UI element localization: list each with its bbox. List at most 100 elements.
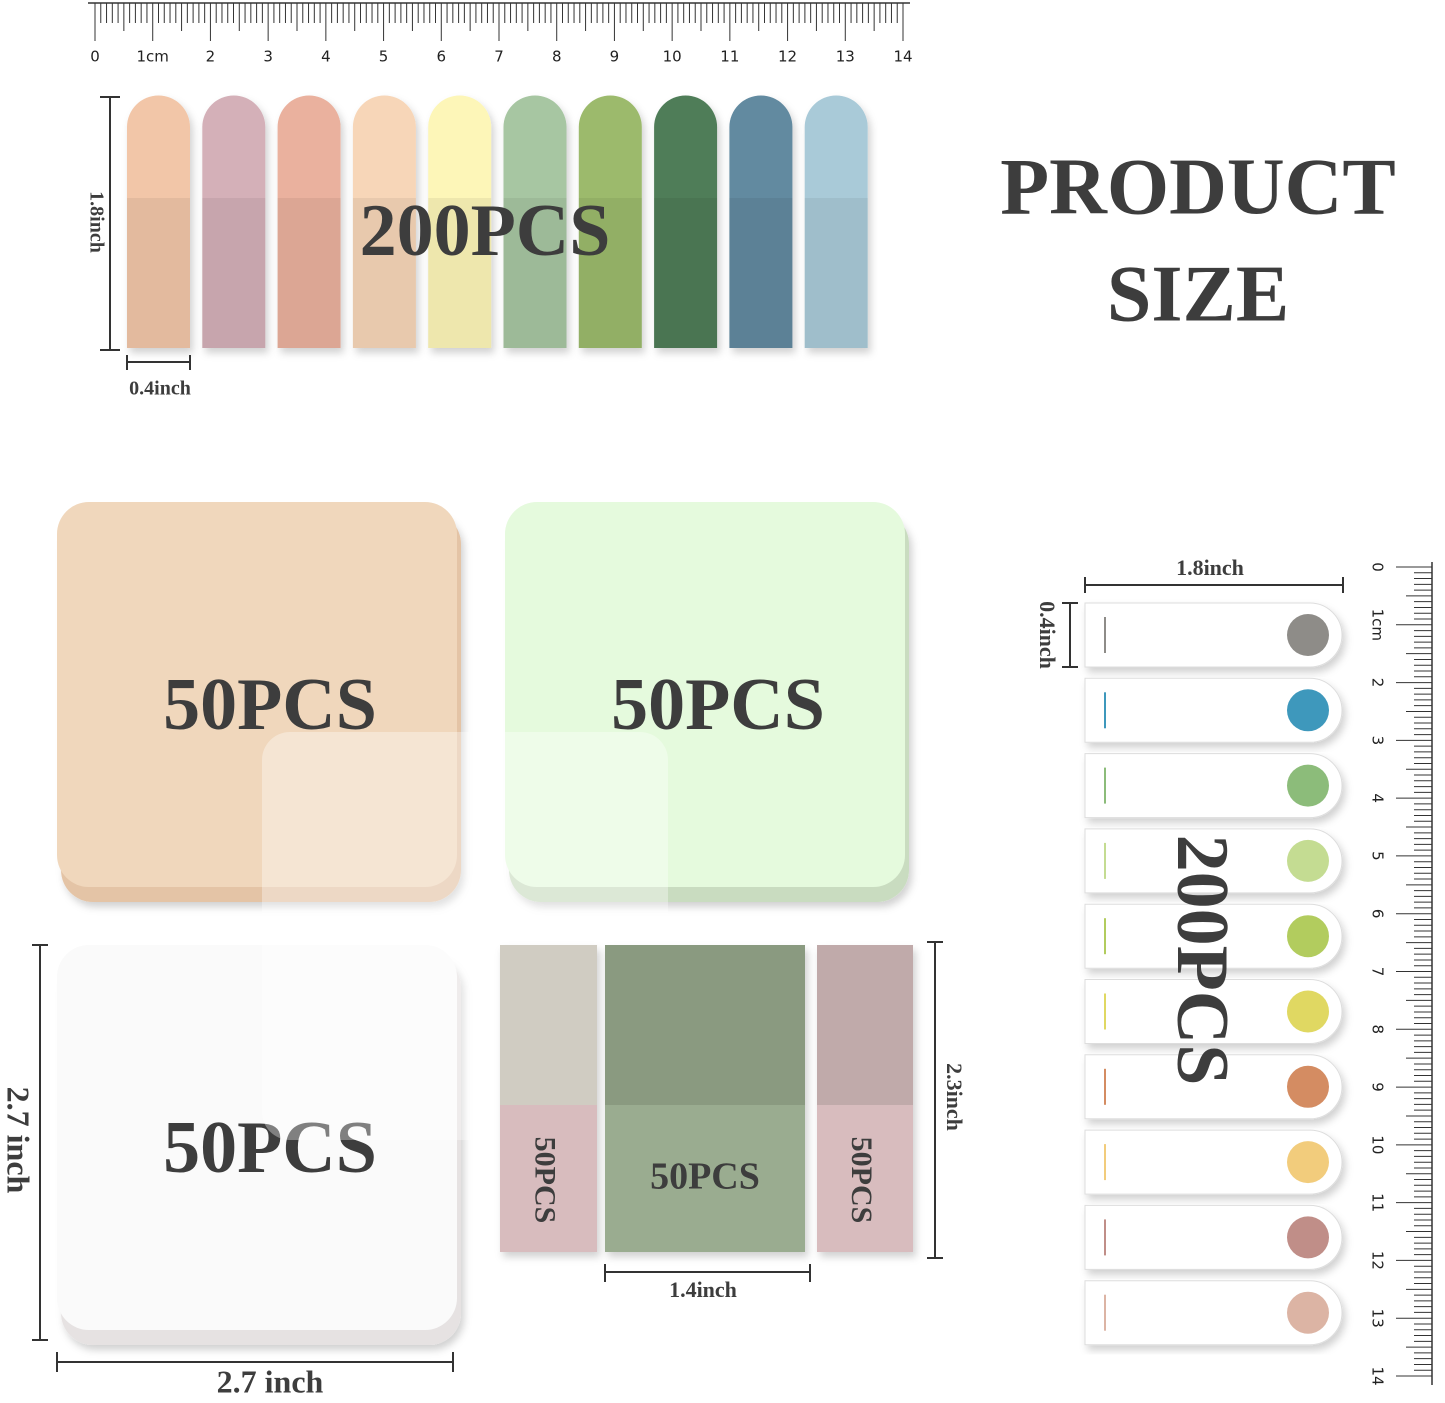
index-flag-dot bbox=[1287, 1141, 1329, 1184]
ruler-label: 10 bbox=[663, 48, 682, 66]
ruler-label: 12 bbox=[778, 48, 797, 66]
index-flag bbox=[1084, 1204, 1343, 1270]
strip-flag bbox=[804, 95, 868, 349]
ruler-label: 5 bbox=[1369, 851, 1387, 861]
strip-flag-base bbox=[804, 198, 868, 348]
page-marker-top bbox=[605, 945, 805, 1105]
strip-flag-base bbox=[578, 198, 642, 348]
ruler-label: 7 bbox=[1369, 967, 1387, 977]
ruler-label: 8 bbox=[552, 48, 562, 66]
dimension-label: 2.7 inch bbox=[217, 1363, 324, 1399]
ruler-label: 4 bbox=[321, 48, 331, 66]
ruler-label: 13 bbox=[836, 48, 855, 66]
index-flag-dot bbox=[1287, 915, 1329, 958]
heading: SIZE bbox=[1107, 250, 1289, 338]
index-flag bbox=[1084, 753, 1343, 819]
dimension-label: 1.4inch bbox=[669, 1277, 737, 1302]
ruler-label: 3 bbox=[1369, 736, 1387, 746]
dimension-line bbox=[100, 96, 120, 351]
strip-flag bbox=[352, 95, 416, 349]
index-flag bbox=[1084, 828, 1343, 894]
sticky-note bbox=[57, 945, 457, 1330]
index-flag-dot bbox=[1287, 764, 1329, 807]
count-label: 200PCS bbox=[360, 190, 611, 272]
dimension-line bbox=[1084, 577, 1344, 593]
index-flag bbox=[1084, 677, 1343, 743]
dimension-label: 2.7 inch bbox=[1, 1087, 37, 1194]
dimension-line bbox=[1062, 602, 1078, 668]
ruler-label: 0 bbox=[90, 48, 100, 66]
index-flag bbox=[1084, 602, 1343, 668]
page-marker-top bbox=[817, 945, 913, 1105]
index-flag-dot bbox=[1287, 990, 1329, 1033]
dimension-label: 1.8inch bbox=[85, 191, 107, 253]
dimension-label: 0.4inch bbox=[129, 378, 191, 400]
ruler-label: 4 bbox=[1369, 793, 1387, 803]
index-flag-dot bbox=[1287, 689, 1329, 732]
count-label: 50PCS bbox=[163, 1107, 377, 1189]
ruler-label: 6 bbox=[437, 48, 447, 66]
strip-flag-base bbox=[729, 198, 793, 348]
index-flag-dot bbox=[1287, 839, 1329, 882]
strip-flag bbox=[277, 95, 341, 349]
dimension-line bbox=[32, 944, 48, 1341]
strip-flag-base bbox=[352, 198, 416, 348]
dimension-label: 1.8inch bbox=[1176, 555, 1244, 580]
strip-flag-base bbox=[654, 198, 718, 348]
sticky-note bbox=[505, 502, 905, 887]
count-label: 50PCS bbox=[529, 1137, 562, 1224]
ruler-label: 9 bbox=[1369, 1082, 1387, 1092]
ruler-label: 2 bbox=[1369, 678, 1387, 688]
strip-flag bbox=[654, 95, 718, 349]
strip-flag bbox=[428, 95, 492, 349]
strip-flag bbox=[503, 95, 567, 349]
strip-flag-base bbox=[428, 198, 492, 348]
dimension-label: 2.3inch bbox=[942, 1063, 967, 1131]
index-flag bbox=[1084, 1280, 1343, 1346]
count-label: 50PCS bbox=[611, 664, 825, 746]
ruler-label: 8 bbox=[1369, 1025, 1387, 1035]
ruler-label: 2 bbox=[206, 48, 216, 66]
ruler-label: 11 bbox=[1369, 1193, 1387, 1212]
dimension-line bbox=[126, 355, 191, 370]
dimension-line bbox=[56, 1352, 454, 1372]
count-label: 200PCS bbox=[1161, 835, 1243, 1086]
strip-flag bbox=[202, 95, 266, 348]
ruler-label: 9 bbox=[610, 48, 620, 66]
strip-flag-base bbox=[127, 198, 190, 348]
strip-flag-base bbox=[202, 198, 266, 348]
count-label: 50PCS bbox=[845, 1137, 878, 1224]
ruler-label: 13 bbox=[1369, 1309, 1387, 1328]
strip-flag-base bbox=[277, 198, 341, 348]
strip-flag-base bbox=[503, 198, 567, 348]
ruler-label: 5 bbox=[379, 48, 389, 66]
dimension-line bbox=[927, 941, 943, 1259]
strip-flag bbox=[578, 95, 642, 349]
index-flag bbox=[1084, 979, 1343, 1044]
index-flag bbox=[1084, 1129, 1343, 1195]
index-flag-dot bbox=[1287, 614, 1329, 656]
index-flag-dot bbox=[1287, 1065, 1329, 1108]
count-label: 50PCS bbox=[163, 664, 377, 746]
count-label: 50PCS bbox=[650, 1156, 760, 1198]
ruler-label: 7 bbox=[494, 48, 504, 66]
ruler-label: 10 bbox=[1369, 1135, 1387, 1154]
dimension-label: 0.4inch bbox=[1035, 601, 1060, 669]
dimension-line bbox=[604, 1264, 811, 1282]
strip-flag bbox=[729, 95, 793, 349]
index-flag-dot bbox=[1287, 1216, 1329, 1259]
heading: PRODUCT bbox=[1000, 143, 1396, 231]
ruler-label: 1cm bbox=[137, 48, 169, 66]
ruler-label: 12 bbox=[1369, 1251, 1387, 1270]
ruler-label: 6 bbox=[1369, 909, 1387, 919]
sticky-note bbox=[57, 502, 457, 887]
ruler-label: 3 bbox=[263, 48, 273, 66]
ruler-label: 11 bbox=[720, 48, 739, 66]
index-flag-dot bbox=[1287, 1291, 1329, 1334]
ruler-label: 0 bbox=[1369, 562, 1387, 572]
strip-flag bbox=[127, 95, 190, 349]
ruler-label: 1cm bbox=[1369, 609, 1387, 641]
page-marker-top bbox=[500, 945, 597, 1105]
